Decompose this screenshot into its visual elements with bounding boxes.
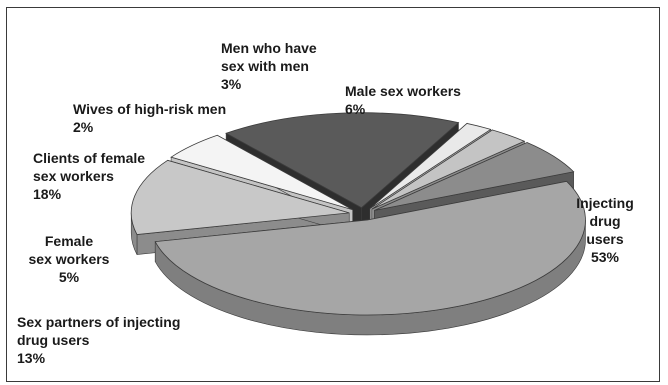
slice-label-4: Wives of high-risk men 2% bbox=[73, 100, 226, 136]
slice-0-face bbox=[154, 180, 586, 316]
slice-label-5: Men who have sex with men 3% bbox=[221, 39, 317, 93]
pie-chart bbox=[130, 112, 586, 336]
slice-5-face bbox=[371, 129, 526, 210]
slice-label-line: drug bbox=[589, 213, 621, 229]
slice-label-6: Male sex workers 6% bbox=[345, 82, 461, 118]
slice-value-label: 53% bbox=[590, 249, 620, 265]
slice-label-line: Clients of female bbox=[33, 150, 146, 166]
slice-label-0: Injecting drug users 53% bbox=[576, 194, 634, 266]
slice-4-face bbox=[369, 123, 492, 209]
slice-label-3: Clients of female sex workers 18% bbox=[33, 149, 145, 203]
slice-value-label: 18% bbox=[33, 186, 62, 202]
slice-value-label: 13% bbox=[17, 350, 46, 366]
slice-label-line: Wives of high-risk men bbox=[73, 101, 227, 117]
slice-3-face bbox=[225, 112, 460, 209]
slice-value-label: 5% bbox=[58, 269, 80, 285]
slice-label-2: Female sex workers 5% bbox=[29, 232, 110, 286]
chart-frame: Injecting drug users 53% Sex partners of inj… bbox=[6, 7, 660, 382]
slice-label-line: Injecting bbox=[576, 195, 634, 211]
slice-label-line: Female bbox=[44, 233, 94, 249]
slice-2-face bbox=[170, 134, 353, 211]
slice-value-label: 2% bbox=[73, 119, 94, 135]
slice-label-line: sex workers bbox=[33, 168, 114, 184]
slice-label-1: Sex partners of injecting drug users 13% bbox=[17, 313, 180, 367]
slice-label-line: Sex partners of injecting bbox=[17, 314, 181, 330]
slice-label-line: users bbox=[586, 231, 624, 247]
slice-label-line: sex workers bbox=[28, 251, 110, 267]
slice-label-line: Male sex workers bbox=[345, 83, 461, 99]
slice-6-face bbox=[374, 142, 575, 211]
slice-label-line: Men who have bbox=[221, 40, 317, 56]
slice-value-label: 3% bbox=[221, 76, 242, 92]
slice-label-line: sex with men bbox=[221, 58, 309, 74]
slice-label-line: drug users bbox=[17, 332, 90, 348]
slice-value-label: 6% bbox=[345, 101, 366, 117]
slice-1-face bbox=[130, 159, 350, 236]
